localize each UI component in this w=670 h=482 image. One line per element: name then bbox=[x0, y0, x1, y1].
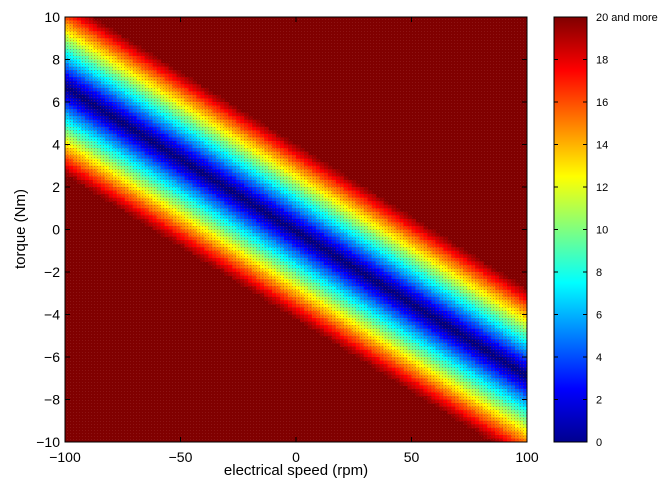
plot-area bbox=[64, 16, 528, 443]
